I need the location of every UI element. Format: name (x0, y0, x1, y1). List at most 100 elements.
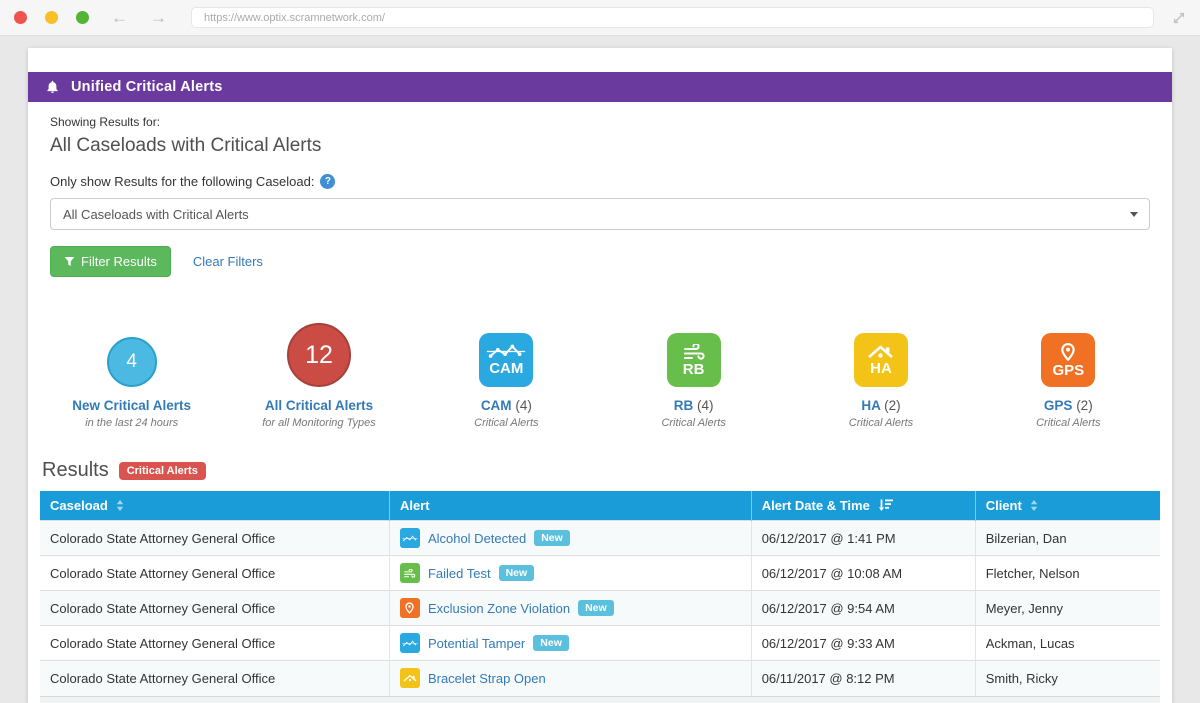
alert-link[interactable]: Potential Tamper (427, 635, 526, 651)
filter-results-label: Filter Results (81, 254, 157, 269)
caseload-filter-label: Only show Results for the following Case… (50, 174, 315, 189)
table-row: Colorado State Attorney General Office A… (40, 520, 1160, 556)
stat-cam-alerts[interactable]: CAM CAM (4) Critical Alerts (413, 315, 600, 429)
new-alerts-count: 4 (126, 351, 137, 372)
caseload-select-value: All Caseloads with Critical Alerts (63, 206, 249, 222)
alert-datetime-cell: 06/12/2017 @ 9:33 AM (751, 625, 976, 661)
cam-monitor-icon: CAM (479, 333, 534, 387)
caseload-select[interactable]: All Caseloads with Critical Alerts (50, 198, 1150, 230)
results-title: Results (42, 459, 109, 482)
house-arrest-icon: HA (853, 333, 908, 387)
table-row: Colorado State Attorney General Office B… (40, 660, 1160, 696)
column-header-alert-date[interactable]: Alert Date & Time (750, 491, 976, 521)
filters-section: Showing Results for: All Caseloads with … (28, 102, 1172, 277)
stat-label: GPS (2) (1043, 398, 1093, 413)
caseload-heading: All Caseloads with Critical Alerts (50, 135, 322, 156)
forward-button[interactable]: → (150, 8, 167, 27)
alert-stats-row: 4 New Critical Alerts in the last 24 hou… (28, 315, 1172, 429)
stat-new-critical-alerts[interactable]: 4 New Critical Alerts in the last 24 hou… (38, 315, 225, 429)
clear-filters-link[interactable]: Clear Filters (192, 254, 263, 269)
caseload-cell: Colorado State Attorney General Office (40, 625, 390, 661)
stat-sublabel: Critical Alerts (661, 417, 726, 430)
bell-icon (47, 80, 58, 93)
alert-datetime-cell: 06/11/2017 @ 8:12 PM (751, 660, 976, 696)
tile-abbr: GPS (1052, 361, 1085, 379)
table-header-row: Caseload Alert Alert Date & Time (40, 491, 1160, 521)
table-row: Colorado State Attorney General Office P… (40, 625, 1160, 661)
alert-cell: Potential Tamper New (389, 625, 752, 661)
new-alerts-count-circle: 4 (106, 337, 157, 387)
client-cell: Ackman, Lucas (975, 625, 1160, 661)
table-next-row-sliver (40, 695, 1160, 703)
gps-pin-icon: GPS (1041, 333, 1096, 387)
new-badge: New (498, 565, 535, 581)
showing-results-label: Showing Results for: (50, 115, 161, 129)
alert-datetime-cell: 06/12/2017 @ 1:41 PM (751, 520, 976, 556)
window-zoom-button[interactable] (76, 11, 89, 24)
stat-label: All Critical Alerts (264, 398, 374, 413)
stat-rb-alerts[interactable]: RB RB (4) Critical Alerts (600, 315, 787, 429)
chevron-down-icon (1130, 212, 1138, 217)
new-badge: New (533, 635, 569, 651)
column-header-client[interactable]: Client (974, 491, 1160, 521)
all-alerts-count-circle: 12 (286, 323, 351, 387)
window-close-button[interactable] (14, 11, 27, 24)
filter-results-button[interactable]: Filter Results (50, 246, 171, 277)
gps-alert-type-icon (399, 598, 420, 619)
page-title: Unified Critical Alerts (71, 79, 223, 95)
stat-gps-alerts[interactable]: GPS GPS (2) Critical Alerts (975, 315, 1162, 429)
alert-link[interactable]: Exclusion Zone Violation (427, 600, 571, 616)
caseload-cell: Colorado State Attorney General Office (40, 660, 390, 696)
alert-datetime-cell: 06/12/2017 @ 9:54 AM (751, 590, 976, 626)
new-badge: New (578, 600, 614, 616)
alert-cell: Bracelet Strap Open (389, 660, 752, 696)
browser-chrome: ← → https://www.optix.scramnetwork.com/ (0, 0, 1200, 36)
alerts-table: Caseload Alert Alert Date & Time (40, 491, 1160, 696)
sort-icon (117, 500, 124, 512)
stat-label: HA (2) (861, 398, 901, 413)
remote-breath-icon: RB (666, 333, 721, 387)
help-icon[interactable]: ? (320, 174, 336, 189)
tile-abbr: RB (682, 360, 705, 378)
expand-icon[interactable] (1172, 11, 1186, 25)
content-card: Unified Critical Alerts Showing Results … (28, 48, 1172, 703)
client-cell: Bilzerian, Dan (975, 520, 1160, 556)
alert-cell: Exclusion Zone Violation New (389, 590, 752, 626)
alert-datetime-cell: 06/12/2017 @ 10:08 AM (751, 555, 976, 591)
column-header-alert: Alert (388, 491, 752, 521)
stat-sublabel: Critical Alerts (1036, 417, 1101, 430)
alert-cell: Failed Test New (389, 555, 752, 591)
sort-icon (1031, 500, 1038, 512)
alert-link[interactable]: Alcohol Detected (427, 530, 527, 546)
caseload-cell: Colorado State Attorney General Office (40, 555, 390, 591)
ha-alert-type-icon (399, 668, 420, 689)
page-header-bar: Unified Critical Alerts (28, 72, 1172, 102)
stat-all-critical-alerts[interactable]: 12 All Critical Alerts for all Monitorin… (225, 315, 412, 429)
sort-descending-icon (879, 499, 894, 512)
url-text: https://www.optix.scramnetwork.com/ (204, 11, 385, 24)
results-section: Results Critical Alerts Caseload Alert (40, 459, 1160, 703)
back-button[interactable]: ← (111, 8, 128, 27)
critical-alerts-badge: Critical Alerts (118, 461, 206, 480)
stat-sublabel: Critical Alerts (848, 417, 914, 430)
new-badge: New (534, 530, 570, 546)
address-bar[interactable]: https://www.optix.scramnetwork.com/ (191, 7, 1154, 28)
cam-alert-type-icon (399, 528, 420, 549)
cam-alert-type-icon (399, 633, 420, 654)
tile-abbr: HA (870, 360, 892, 377)
window-minimize-button[interactable] (45, 11, 58, 24)
alert-link[interactable]: Failed Test (427, 565, 491, 581)
stat-ha-alerts[interactable]: HA HA (2) Critical Alerts (787, 315, 974, 429)
funnel-icon (64, 257, 75, 266)
alert-link[interactable]: Bracelet Strap Open (427, 670, 546, 686)
client-cell: Fletcher, Nelson (975, 555, 1160, 591)
stat-sublabel: Critical Alerts (474, 417, 539, 430)
stat-label: CAM (4) (480, 398, 532, 413)
client-cell: Smith, Ricky (975, 660, 1160, 696)
stat-sublabel: in the last 24 hours (85, 417, 179, 430)
tile-abbr: CAM (489, 360, 524, 377)
stat-sublabel: for all Monitoring Types (262, 417, 376, 430)
column-header-caseload[interactable]: Caseload (40, 491, 390, 521)
all-alerts-count: 12 (305, 340, 333, 369)
stat-label: RB (4) (673, 398, 714, 413)
